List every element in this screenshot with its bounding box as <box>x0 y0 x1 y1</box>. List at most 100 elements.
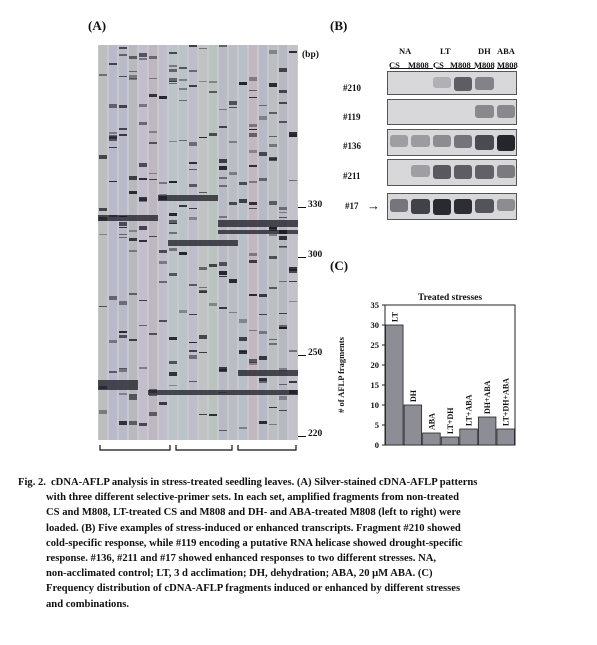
fragment-label-211: #211 <box>343 171 361 181</box>
gel-band <box>229 172 237 175</box>
gel-band <box>209 133 217 136</box>
y-tick-label: 25 <box>371 340 380 350</box>
gel-band <box>189 314 197 315</box>
strip-band <box>432 77 451 89</box>
panel-c-label: (C) <box>330 258 349 273</box>
lane-label-4: M808 <box>450 60 471 70</box>
bar-label: DH <box>409 389 418 402</box>
gel-band <box>259 116 267 120</box>
lane-label-3: CS <box>433 60 444 70</box>
gel-band <box>109 371 117 373</box>
y-axis-label: # of AFLP fragments <box>336 336 346 412</box>
gel-band <box>269 343 277 345</box>
gel-band <box>98 215 158 221</box>
gel-band <box>259 378 267 381</box>
gel-band <box>139 198 147 202</box>
caption-line-1: Fig. 2. cDNA-AFLP analysis in stress-trea… <box>18 477 478 488</box>
gel-band <box>218 230 298 234</box>
gel-band <box>189 70 197 72</box>
gel-band <box>119 237 127 238</box>
gel-band <box>249 150 257 153</box>
gel-band <box>119 331 127 333</box>
gel-band <box>289 132 297 134</box>
gel-band <box>189 342 197 343</box>
gel-band <box>159 261 167 264</box>
gel-band <box>119 393 127 395</box>
gel-band <box>199 48 207 49</box>
bar-label: DH+ABA <box>483 380 492 414</box>
gel-band <box>269 234 277 236</box>
group-label-lt: LT <box>440 46 451 56</box>
gel-band <box>139 163 147 167</box>
gel-band <box>139 122 147 125</box>
gel-band <box>189 208 197 209</box>
gel-band <box>139 300 147 301</box>
group-underlines <box>388 57 518 69</box>
gel-band <box>199 335 207 339</box>
strip-band <box>475 77 494 90</box>
gel-band <box>219 262 227 266</box>
gel-band <box>179 310 187 313</box>
gel-band <box>249 77 257 81</box>
gel-band <box>279 368 287 371</box>
gel-band <box>249 362 257 365</box>
gel-band <box>249 253 257 256</box>
gel-lane <box>289 45 297 440</box>
gel-band <box>189 355 197 359</box>
bar-label: LT+ABA <box>465 394 474 426</box>
gel-band <box>279 68 287 72</box>
caption-line-9: and combinations. <box>46 598 130 610</box>
gel-band <box>169 83 177 84</box>
gel-band <box>239 182 247 185</box>
gel-band <box>139 53 147 57</box>
bar-lt <box>385 324 404 446</box>
gel-band <box>219 430 227 431</box>
gel-band <box>229 279 237 283</box>
gel-band <box>279 410 287 411</box>
gel-band <box>129 56 137 59</box>
gel-band <box>209 414 217 416</box>
gel-band <box>289 180 297 181</box>
gel-band <box>289 350 297 352</box>
gel-band <box>289 134 297 137</box>
gel-band <box>149 173 157 174</box>
gel-band <box>119 54 127 56</box>
gel-band <box>238 370 298 376</box>
gel-band <box>249 129 257 130</box>
strip-band <box>411 165 430 177</box>
gel-band <box>219 159 227 163</box>
gel-band <box>229 101 237 105</box>
strip-band <box>411 135 430 147</box>
gel-band <box>119 301 127 305</box>
gel-band <box>149 142 157 144</box>
gel-band <box>129 397 137 400</box>
gel-band <box>269 287 277 289</box>
gel-band <box>159 320 167 322</box>
gel-band <box>269 407 277 408</box>
marker-220: 220 <box>308 429 323 439</box>
gel-band <box>259 152 267 156</box>
gel-band <box>169 52 177 54</box>
strip-band <box>454 77 473 91</box>
y-tick-label: 35 <box>371 300 380 310</box>
gel-band <box>189 184 197 187</box>
gel-band <box>249 208 257 209</box>
gel-band <box>279 396 287 400</box>
strip-band <box>496 135 515 151</box>
strip-band <box>496 165 515 178</box>
gel-band <box>219 45 227 47</box>
strip-band <box>432 165 451 180</box>
gel-band <box>189 169 197 170</box>
gel-band <box>229 202 237 205</box>
gel-band <box>279 325 287 329</box>
gel-band <box>269 50 277 54</box>
gel-band <box>129 191 137 194</box>
gel-band <box>109 137 117 141</box>
gel-band <box>199 290 207 291</box>
fragment-strip-210 <box>387 71 517 95</box>
gel-band <box>109 340 117 343</box>
gel-band <box>199 192 207 193</box>
gel-band <box>139 226 147 230</box>
marker-250: 250 <box>308 348 323 358</box>
caption-line-5: cold-specific response, while #119 encod… <box>46 537 463 549</box>
